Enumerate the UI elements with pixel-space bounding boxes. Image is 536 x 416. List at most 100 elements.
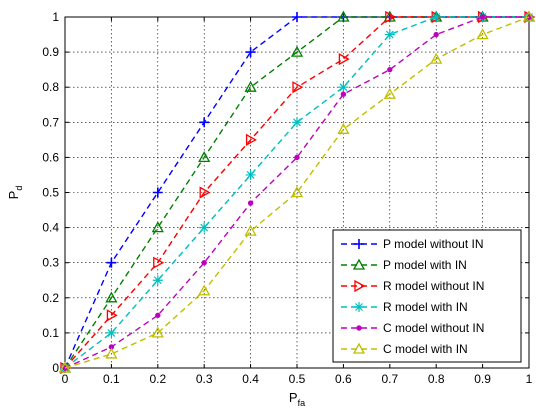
x-axis-label-main: P: [289, 390, 298, 405]
legend-label: R model without IN: [383, 279, 484, 293]
data-point: [476, 28, 489, 40]
data-point: [292, 81, 304, 94]
legend-item: P model without IN: [341, 237, 484, 251]
legend-label: P model with IN: [383, 258, 467, 272]
data-point: [292, 12, 302, 22]
data-point: [244, 224, 257, 236]
legend: P model without IN P model with IN R model…: [332, 229, 522, 363]
y-tick-label: 0: [52, 361, 59, 375]
x-axis-label: Pfa: [289, 390, 305, 408]
x-tick-label: 0.2: [149, 372, 166, 386]
y-axis-label: Pd: [6, 186, 24, 200]
data-point: [199, 186, 211, 199]
x-axis-label-sub: fa: [298, 398, 306, 408]
x-tick-label: 0.1: [103, 372, 120, 386]
legend-marker: [354, 279, 366, 293]
legend-label: P model without IN: [383, 237, 484, 251]
legend-label: R model with IN: [383, 300, 468, 314]
x-tick-label: 0.5: [289, 372, 306, 386]
x-tick-label: 0.4: [242, 372, 259, 386]
x-tick-label: 0.9: [474, 372, 491, 386]
data-point: [198, 284, 211, 296]
data-point: [105, 347, 118, 359]
data-point: [58, 361, 72, 373]
legend-item: R model with IN: [341, 300, 468, 314]
series-line: [64, 16, 530, 369]
data-point: [245, 133, 257, 146]
data-point: [106, 257, 117, 268]
data-point: [387, 66, 393, 73]
data-point: [430, 52, 443, 64]
y-tick-label: 0.1: [42, 326, 59, 340]
data-point: [294, 154, 300, 161]
data-point: [431, 12, 442, 22]
legend-item: C model without IN: [341, 321, 484, 335]
data-point: [245, 47, 256, 58]
x-tick-label: 0.6: [335, 372, 352, 386]
data-point: [340, 91, 347, 97]
data-point: [106, 309, 118, 322]
y-axis-label-sub: d: [14, 186, 24, 191]
legend-marker: [354, 302, 364, 312]
data-point: [199, 222, 210, 233]
legend-item: P model with IN: [341, 258, 467, 272]
x-tick-label: 0: [62, 372, 69, 386]
data-point: [290, 186, 304, 198]
y-tick-label: 0.3: [42, 256, 59, 270]
data-point: [152, 187, 163, 198]
y-tick-label: 1: [52, 10, 59, 24]
y-tick-label: 0.6: [42, 150, 59, 164]
y-tick-label: 0.5: [42, 186, 59, 200]
y-tick-label: 0.4: [42, 221, 59, 235]
series-6: [58, 10, 536, 373]
data-point: [247, 200, 254, 206]
data-point: [385, 10, 397, 24]
legend-marker: [356, 325, 362, 331]
data-point: [155, 312, 161, 319]
y-tick-label: 0.2: [42, 291, 59, 305]
data-point: [152, 275, 163, 286]
data-point: [199, 117, 210, 128]
data-point: [290, 45, 304, 57]
data-point: [479, 14, 486, 20]
data-point: [245, 169, 256, 180]
legend-marker: [352, 342, 366, 354]
data-point: [292, 117, 302, 128]
legend-marker: [354, 239, 364, 249]
y-tick-label: 0.7: [42, 115, 59, 129]
data-point: [337, 10, 350, 22]
data-point: [106, 327, 117, 338]
x-tick-label: 0.8: [428, 372, 445, 386]
legend-marker: [352, 258, 366, 270]
data-point: [244, 80, 257, 92]
legend-item: R model without IN: [341, 279, 484, 293]
series-line: [64, 16, 529, 369]
data-point: [153, 256, 165, 269]
y-axis-label-main: P: [6, 191, 21, 200]
legend-box: [332, 229, 522, 363]
data-point: [338, 82, 349, 93]
data-point: [383, 87, 396, 99]
y-tick-label: 0.9: [42, 45, 59, 59]
series-5: [62, 14, 532, 371]
data-point: [522, 10, 536, 22]
x-tick-label: 0.7: [381, 372, 398, 386]
x-tick-label: 1: [526, 372, 533, 386]
data-point: [337, 122, 350, 134]
x-tick-label: 0.3: [196, 372, 213, 386]
data-point: [433, 31, 439, 38]
legend-label: C model without IN: [383, 321, 484, 335]
legend-label: C model with IN: [383, 342, 468, 356]
data-point: [338, 53, 350, 66]
legend-items: P model without IN P model with IN R model…: [341, 237, 484, 356]
series-line: [64, 16, 529, 369]
legend-item: C model with IN: [341, 342, 468, 356]
data-point: [151, 326, 164, 338]
y-tick-label: 0.8: [42, 80, 59, 94]
data-point: [105, 291, 118, 303]
series-group: [58, 10, 536, 375]
y-axis: 0 0.1 0.2 0.3 0.4 0.5 0.6 0.7 0.8 0.9 1: [42, 10, 529, 375]
data-point: [151, 221, 164, 233]
